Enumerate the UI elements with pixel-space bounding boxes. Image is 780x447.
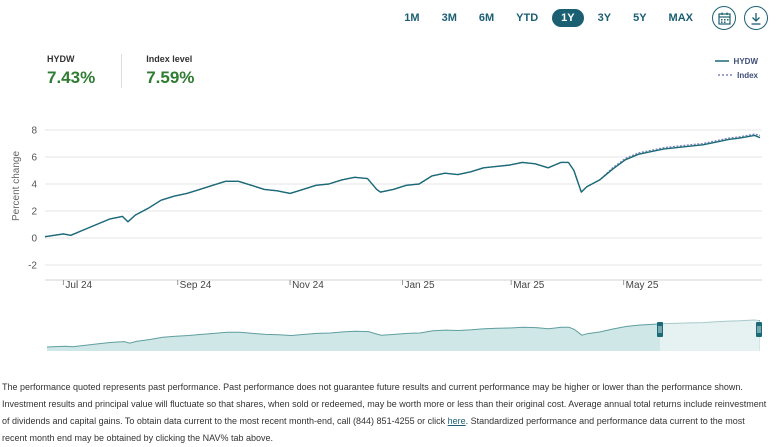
time-range-selector: 1M 3M 6M YTD 1Y 3Y 5Y MAX — [393, 6, 768, 30]
x-tick-label: May 25 — [626, 280, 659, 291]
chart-gridlines — [45, 129, 762, 281]
y-tick-label: 2 — [31, 207, 37, 218]
y-tick-label: 8 — [31, 126, 37, 137]
navigator-area — [47, 320, 760, 351]
disclaimer-here-link[interactable]: here — [447, 416, 466, 426]
download-icon — [751, 12, 761, 25]
index-stat: Index level 7.59% — [121, 54, 220, 88]
range-navigator[interactable] — [0, 305, 780, 365]
range-1m-button[interactable]: 1M — [396, 9, 427, 27]
y-tick-label: -2 — [28, 261, 37, 272]
chart-legend: HYDW Index — [714, 54, 758, 82]
y-tick-label: 6 — [31, 153, 37, 164]
y-axis-label: Percent change — [11, 151, 22, 221]
range-3y-button[interactable]: 3Y — [590, 9, 619, 27]
download-button[interactable] — [744, 6, 768, 30]
x-tick-label: Nov 24 — [292, 280, 324, 291]
navigator-handle-left[interactable] — [657, 322, 663, 337]
index-stat-value: 7.59% — [146, 68, 195, 87]
x-tick-label: Jul 24 — [65, 280, 92, 291]
legend-item-fund[interactable]: HYDW — [714, 54, 758, 68]
y-axis-ticks: -2 0 2 4 6 8 — [28, 126, 37, 272]
range-3m-button[interactable]: 3M — [434, 9, 465, 27]
calendar-button[interactable] — [712, 6, 736, 30]
x-tick-label: Sep 24 — [180, 280, 212, 291]
x-tick-label: Mar 25 — [513, 280, 545, 291]
navigator-series — [46, 313, 761, 353]
performance-summary: HYDW 7.43% Index level 7.59% — [47, 54, 220, 88]
navigator-selected-window — [660, 313, 759, 353]
fund-stat-label: HYDW — [47, 54, 75, 64]
y-tick-label: 4 — [31, 180, 37, 191]
range-ytd-button[interactable]: YTD — [508, 9, 546, 27]
fund-stat-value: 7.43% — [47, 68, 96, 87]
performance-chart: -2 0 2 4 6 8 Jul 24 Sep 24 Nov 24 Jan 25 Mar 25 Ma… — [11, 126, 762, 291]
chart-series — [44, 133, 761, 238]
disclaimer-text-after: . Standardized performance and performan… — [2, 416, 745, 443]
disclaimer-text-before: The performance quoted represents past p… — [2, 382, 767, 426]
series-line-hydw — [44, 134, 761, 238]
fund-stat: HYDW 7.43% — [47, 54, 121, 88]
x-tick-label: Jan 25 — [405, 280, 435, 291]
range-1y-button[interactable]: 1Y — [552, 9, 584, 27]
legend-fund-label: HYDW — [733, 56, 758, 66]
index-stat-label: Index level — [146, 54, 193, 64]
range-6m-button[interactable]: 6M — [471, 9, 502, 27]
navigator-line — [46, 319, 761, 348]
legend-item-index[interactable]: Index — [715, 68, 758, 82]
legend-index-label: Index — [737, 70, 758, 80]
range-max-button[interactable]: MAX — [661, 9, 701, 27]
calendar-icon — [717, 12, 731, 25]
performance-disclaimer: The performance quoted represents past p… — [2, 379, 772, 447]
legend-solid-line-icon — [714, 60, 729, 62]
y-tick-label: 0 — [31, 234, 37, 245]
navigator-handle-right[interactable] — [756, 322, 762, 337]
series-line-index — [44, 133, 761, 238]
range-5y-button[interactable]: 5Y — [625, 9, 654, 27]
x-axis-ticks: Jul 24 Sep 24 Nov 24 Jan 25 Mar 25 May 25 — [62, 280, 659, 291]
